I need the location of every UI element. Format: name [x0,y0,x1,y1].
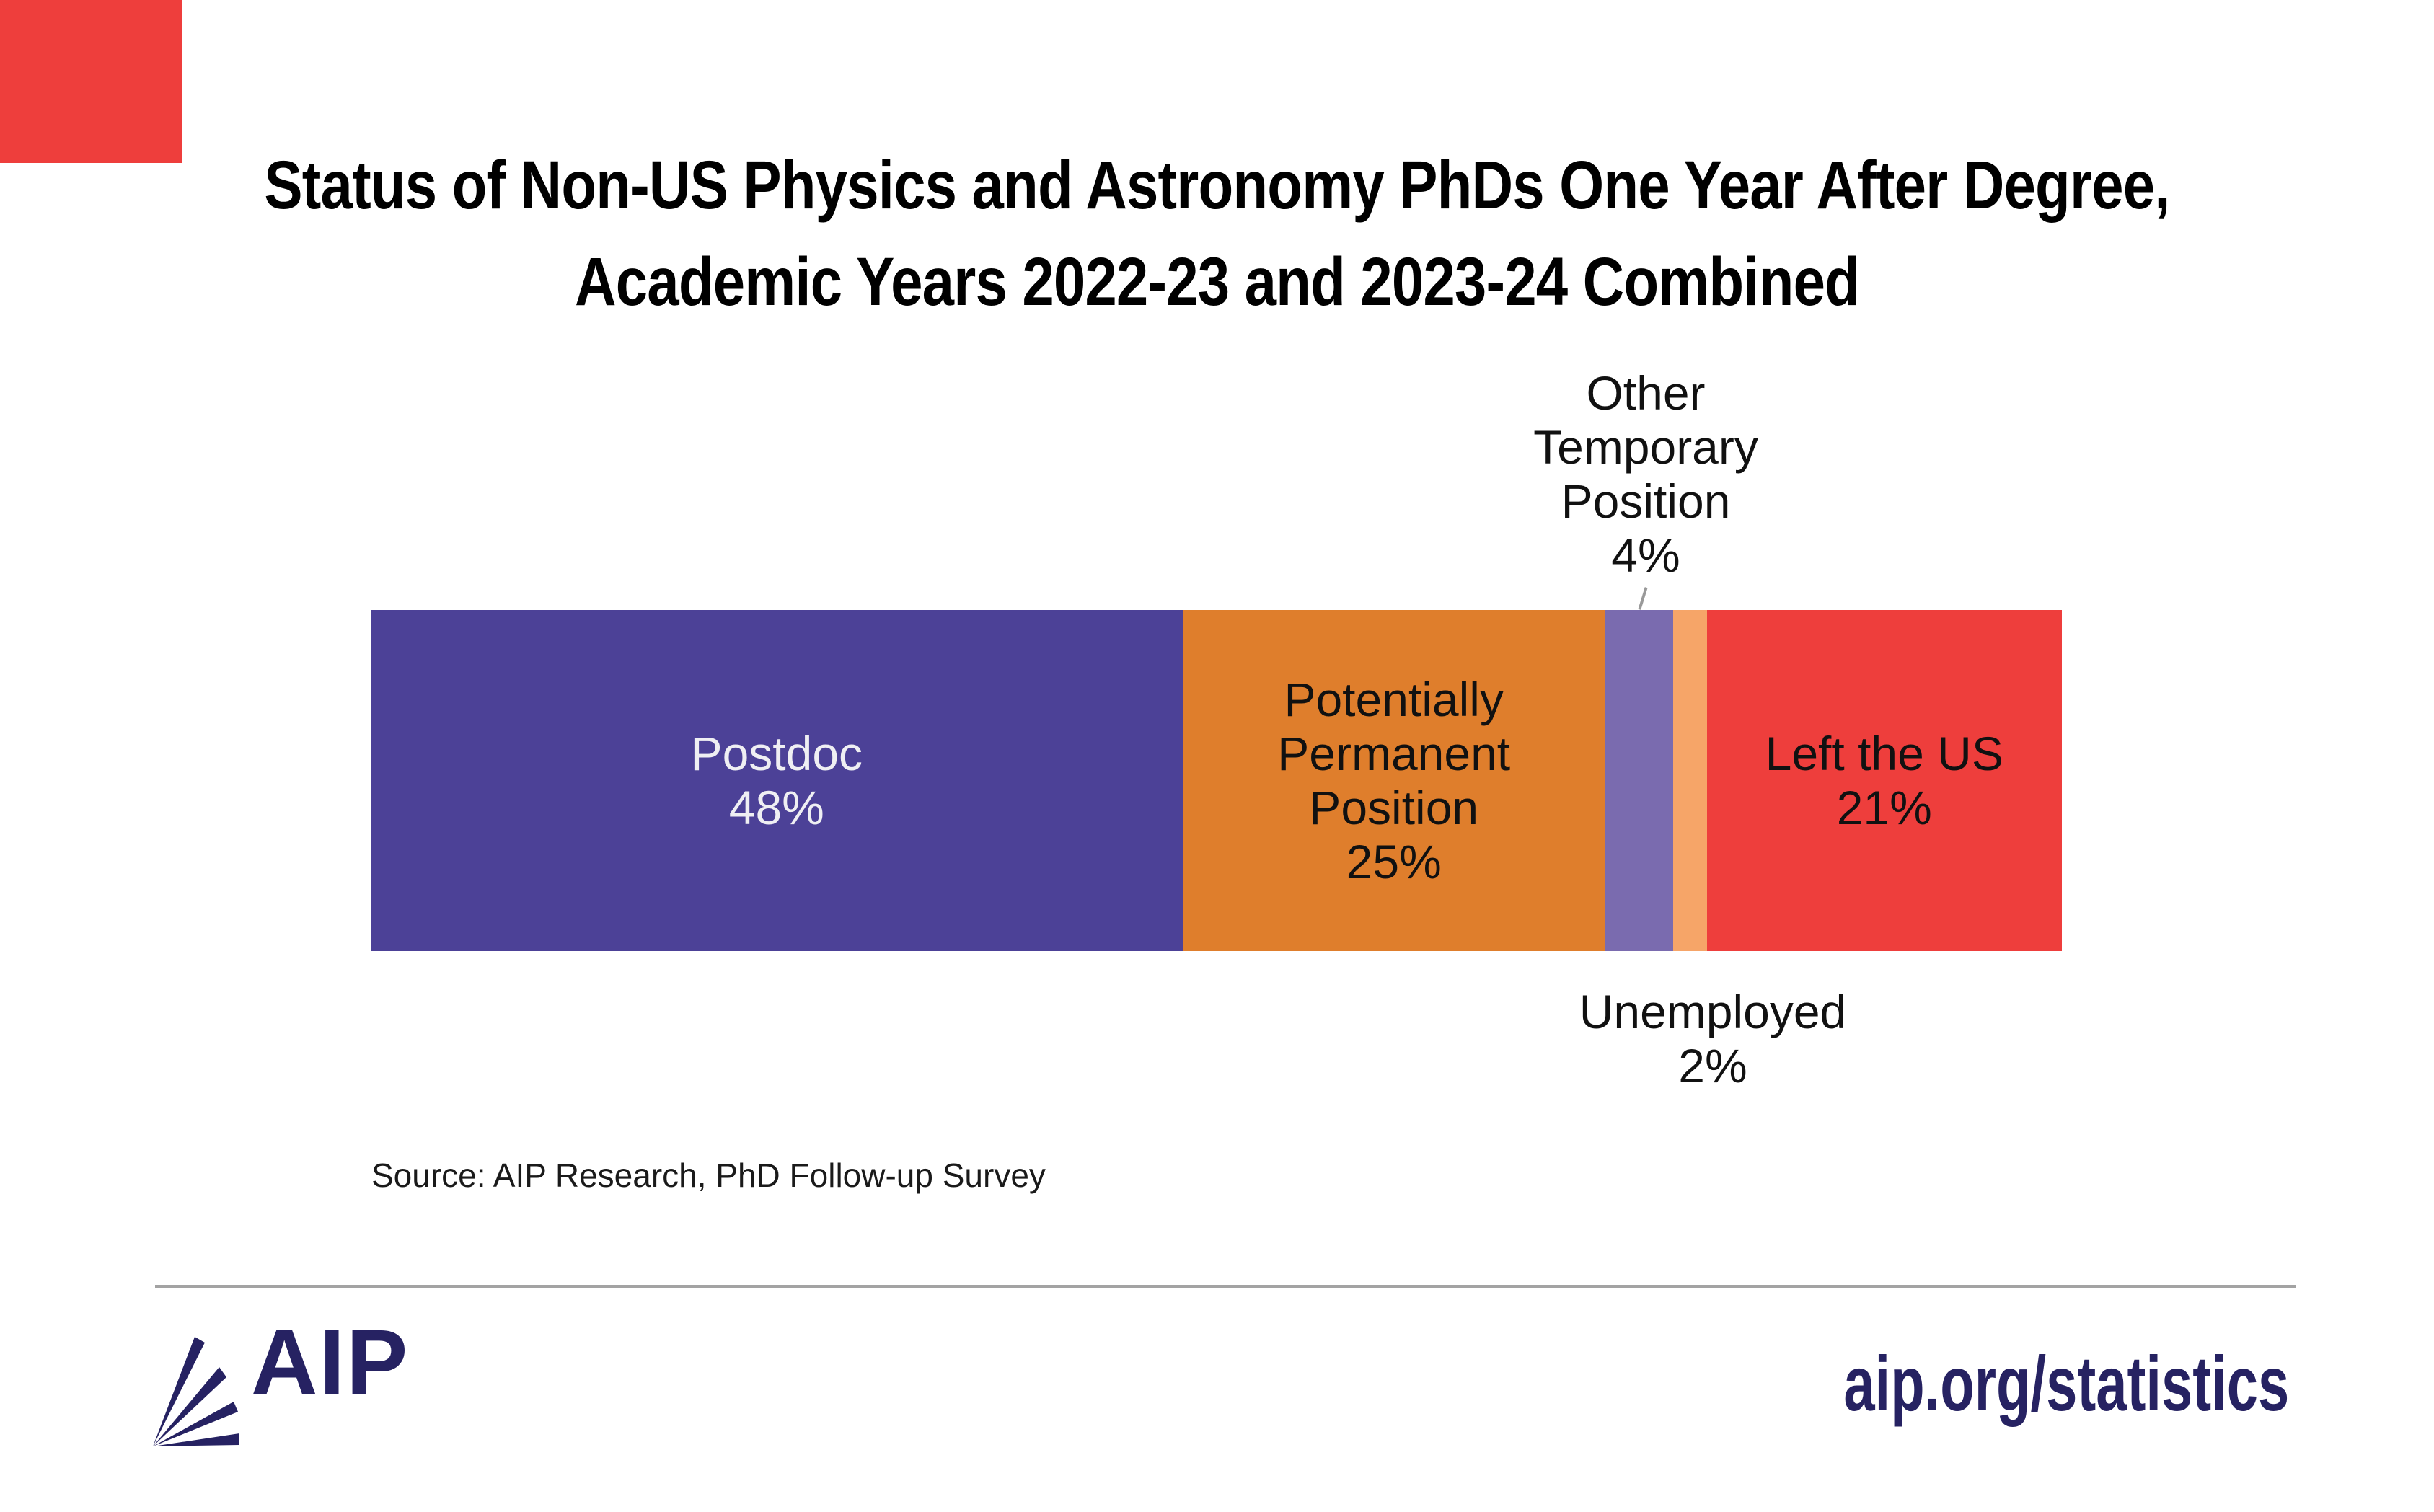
label-line: 4% [1611,529,1680,582]
callout-other-temporary-position: Other Temporary Position 4% [1429,366,1862,583]
label-line: Other [1586,366,1706,420]
label-line: Postdoc [690,726,863,780]
leader-line [1638,587,1648,610]
label-line: 21% [1836,780,1932,834]
segment-label: Potentially Permanent Position 25% [1277,673,1510,889]
bar-segment-left-the-us: Left the US 21% [1706,610,2062,951]
aip-fan-icon [153,1337,239,1446]
bar-segment-unemployed [1672,610,1707,951]
label-line: 2% [1678,1039,1747,1092]
label-line: Unemployed [1579,985,1847,1038]
chart-title-line2: Academic Years 2022-23 and 2023-24 Combi… [574,244,1860,320]
bar-segment-potentially-permanent-position: Potentially Permanent Position 25% [1182,610,1605,951]
stacked-bar: Postdoc 48% Potentially Permanent Position 25… [371,610,2062,951]
brand-corner-tab [0,0,182,163]
label-line: Potentially [1284,672,1504,726]
chart-title-line1: Status of Non-US Physics and Astronomy P… [264,147,2170,224]
bar-segment-other-temporary-position [1605,610,1673,951]
aip-logo-text: AIP [251,1311,410,1414]
label-line: Permanent [1277,726,1511,780]
label-line: Left the US [1765,726,2003,780]
label-line: 25% [1346,834,1442,888]
segment-label: Postdoc 48% [691,727,863,835]
source-note: Source: AIP Research, PhD Follow-up Surv… [371,1157,1046,1194]
label-line: Temporary [1533,420,1758,474]
bar-segment-postdoc: Postdoc 48% [371,610,1183,951]
footer-url: aip.org/statistics [1843,1340,2289,1427]
label-line: 48% [728,780,824,834]
footer-divider [155,1285,2296,1288]
label-line: Position [1309,780,1479,834]
callout-unemployed: Unemployed 2% [1496,985,1929,1093]
label-line: Position [1561,474,1731,528]
chart-title: Status of Non-US Physics and Astronomy P… [195,137,2239,330]
segment-label: Left the US 21% [1765,727,2003,835]
